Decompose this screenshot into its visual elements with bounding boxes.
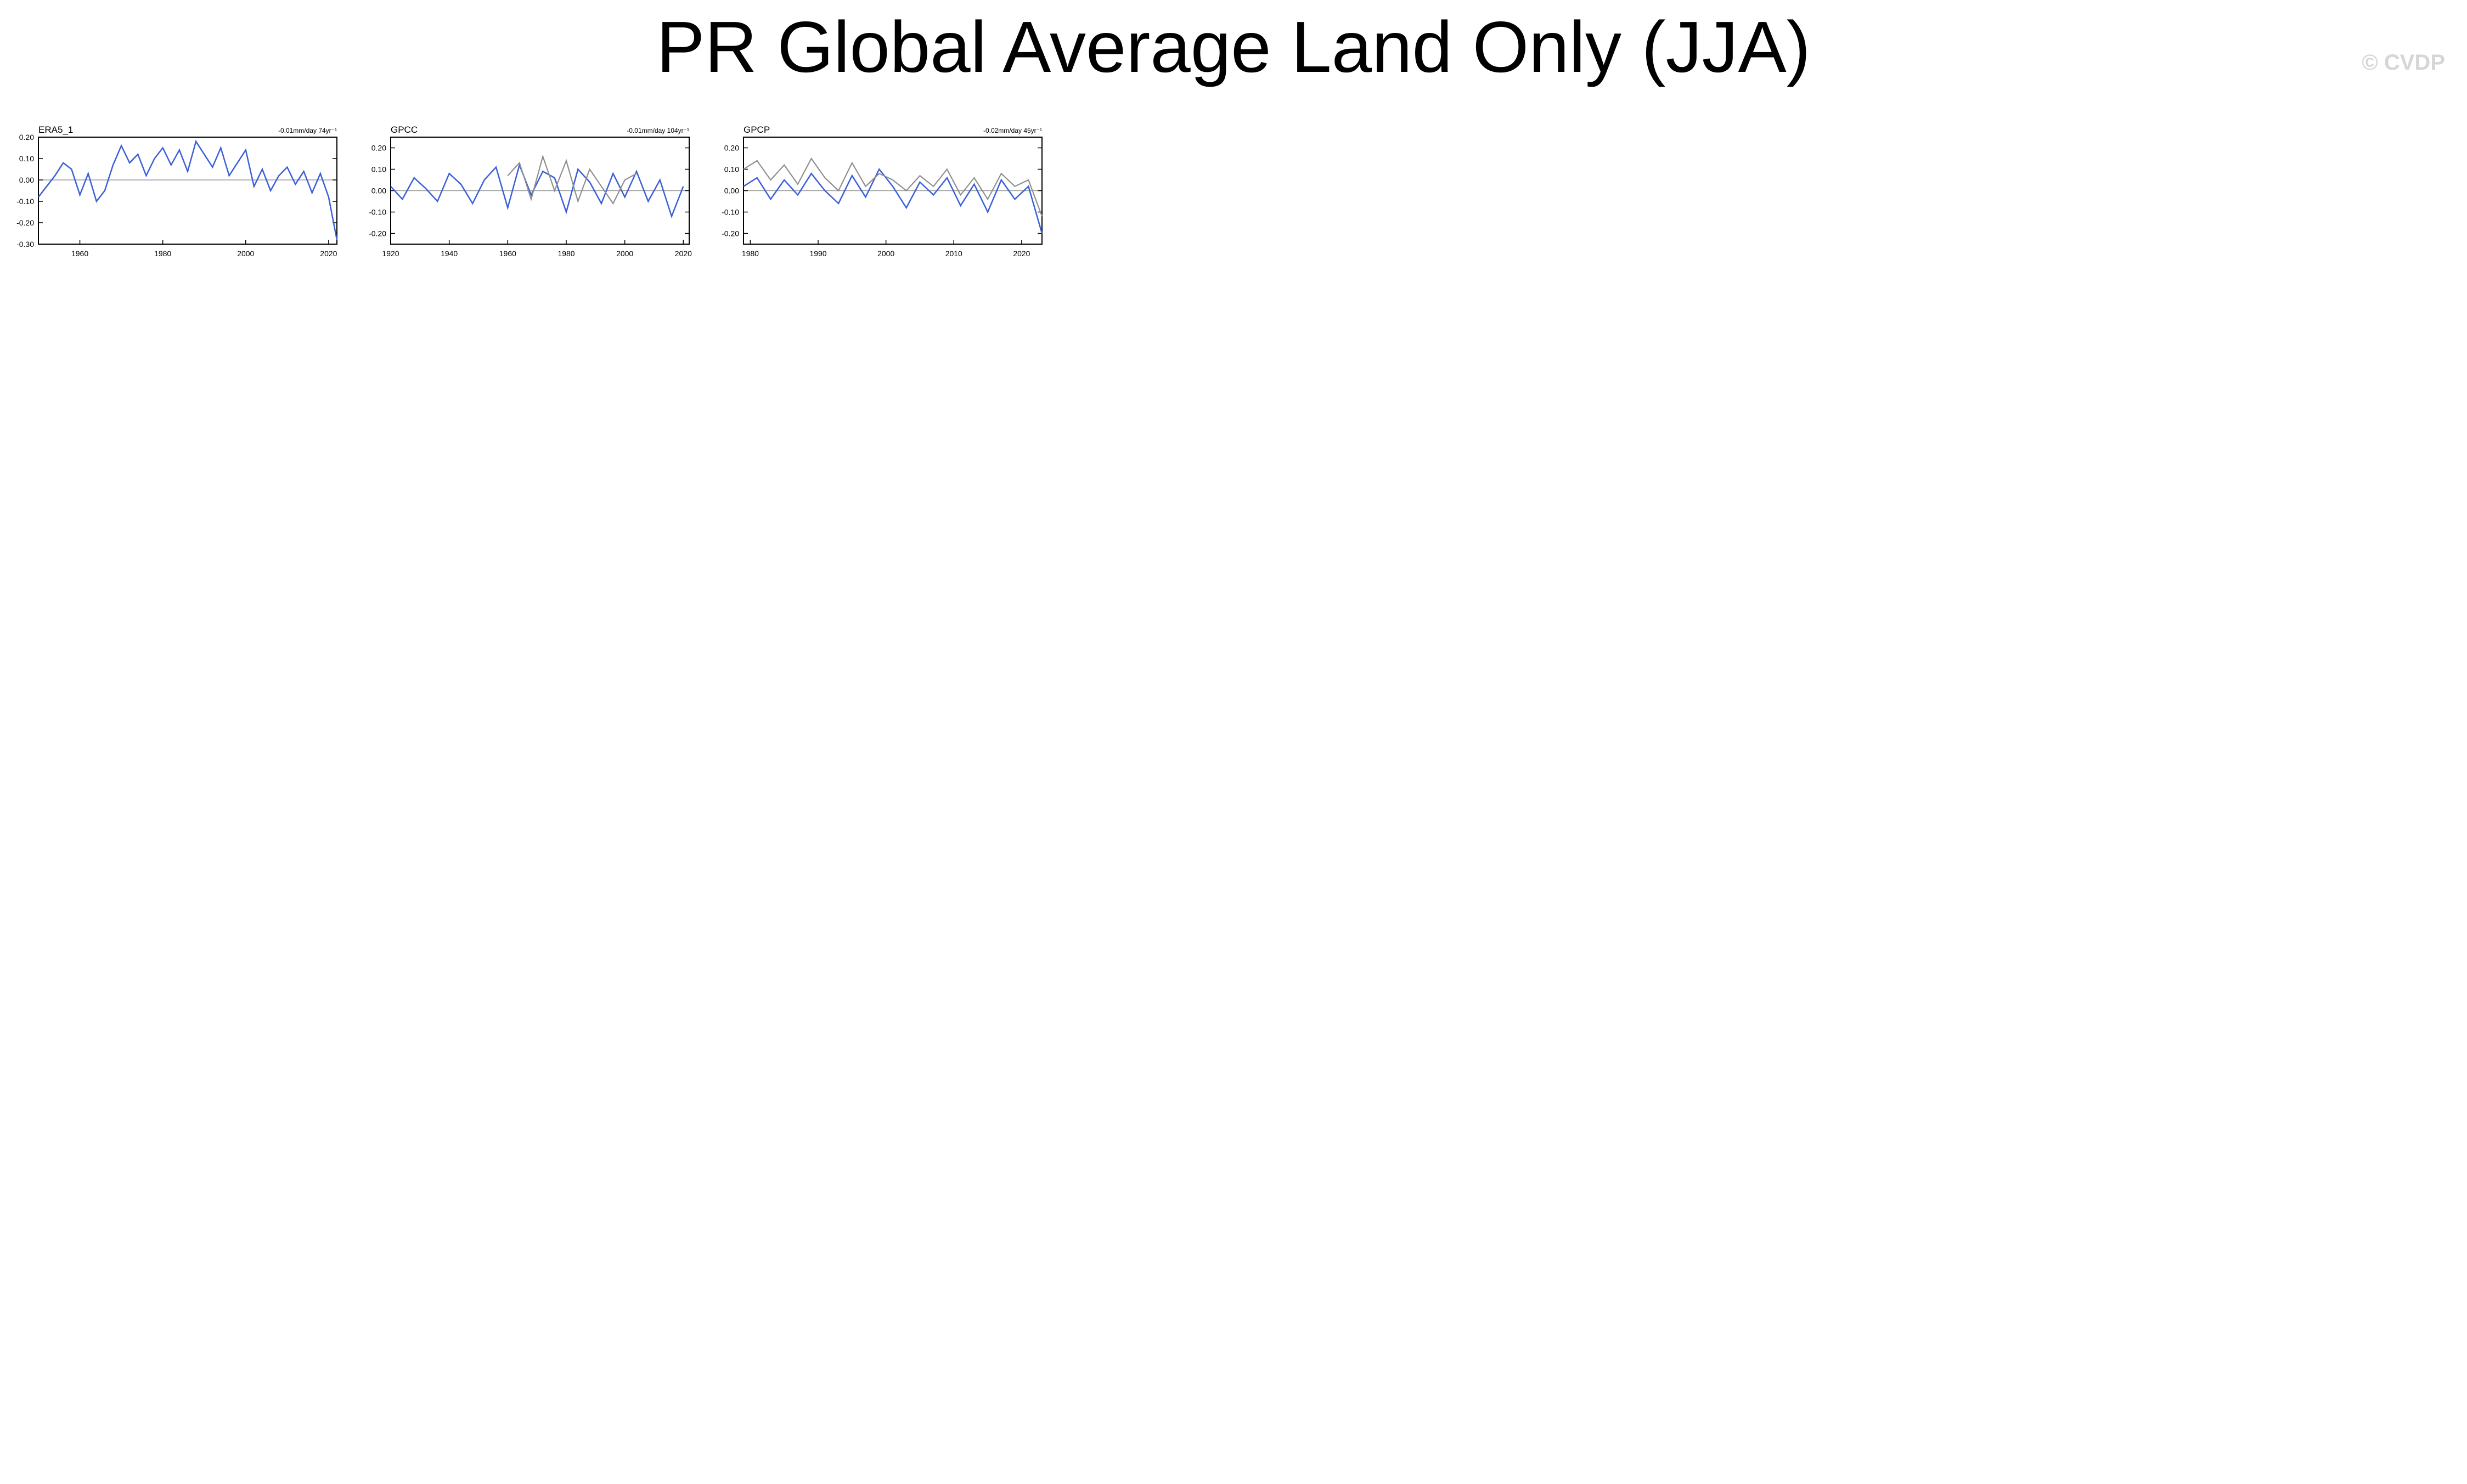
x-tick-label: 1980 <box>557 249 574 258</box>
x-tick-label: 1980 <box>154 249 171 258</box>
observed-series-line <box>743 157 1043 217</box>
y-tick-label: 0.10 <box>724 165 739 174</box>
y-tick-label: 0.10 <box>19 154 34 163</box>
x-tick-label: 1940 <box>441 249 458 258</box>
y-tick-label: -0.30 <box>16 240 34 249</box>
y-tick-label: 0.20 <box>371 144 386 153</box>
panel-gpcp: GPCP -0.02mm/day 45yr⁻¹ -0.20 -0.10 0.00 0.10… <box>722 125 1043 258</box>
panel-label: GPCP <box>744 125 770 135</box>
observed-series-line <box>507 154 637 205</box>
x-tick-label: 2000 <box>877 249 894 258</box>
y-tick-label: 0.20 <box>724 144 739 153</box>
panel-label: ERA5_1 <box>38 125 73 135</box>
x-tick-label: 1920 <box>382 249 399 258</box>
y-tick-label: 0.00 <box>724 187 739 195</box>
x-tick-label: 2020 <box>320 249 337 258</box>
panel-gpcc: GPCC -0.01mm/day 104yr⁻¹ -0.20 -0.10 0.00 0.1… <box>369 125 692 258</box>
trend-label: -0.01mm/day 74yr⁻¹ <box>278 127 337 134</box>
x-tick-label: 2020 <box>1013 249 1030 258</box>
y-tick-label: -0.20 <box>369 229 386 238</box>
plot-frame <box>38 137 337 245</box>
series-line <box>38 139 338 240</box>
x-tick-label: 2010 <box>945 249 962 258</box>
y-tick-label: 0.00 <box>19 176 34 184</box>
y-tick-label: -0.10 <box>722 208 739 217</box>
y-tick-label: 0.10 <box>371 165 386 174</box>
x-tick-label: 2000 <box>616 249 633 258</box>
watermark: © CVDP <box>2362 50 2445 75</box>
trend-label: -0.02mm/day 45yr⁻¹ <box>983 127 1042 134</box>
x-tick-label: 1960 <box>499 249 516 258</box>
series-line <box>390 162 684 219</box>
x-tick-label: 2020 <box>675 249 692 258</box>
page-title: PR Global Average Land Only (JJA) <box>656 7 1811 87</box>
y-tick-label: -0.20 <box>16 218 34 227</box>
y-tick-label: -0.10 <box>369 208 386 217</box>
series-line <box>743 168 1043 234</box>
x-tick-label: 2000 <box>237 249 254 258</box>
x-tick-label: 1990 <box>809 249 826 258</box>
y-tick-label: 0.20 <box>19 133 34 142</box>
panel-era5-1: ERA5_1 -0.01mm/day 74yr⁻¹ -0.30 -0.20 -0.10 0… <box>16 125 338 258</box>
y-tick-label: -0.20 <box>722 229 739 238</box>
x-tick-label: 1980 <box>742 249 759 258</box>
panel-label: GPCC <box>391 125 418 135</box>
x-tick-label: 1960 <box>71 249 88 258</box>
trend-label: -0.01mm/day 104yr⁻¹ <box>627 127 689 134</box>
y-tick-label: -0.10 <box>16 197 34 206</box>
y-tick-label: 0.00 <box>371 187 386 195</box>
